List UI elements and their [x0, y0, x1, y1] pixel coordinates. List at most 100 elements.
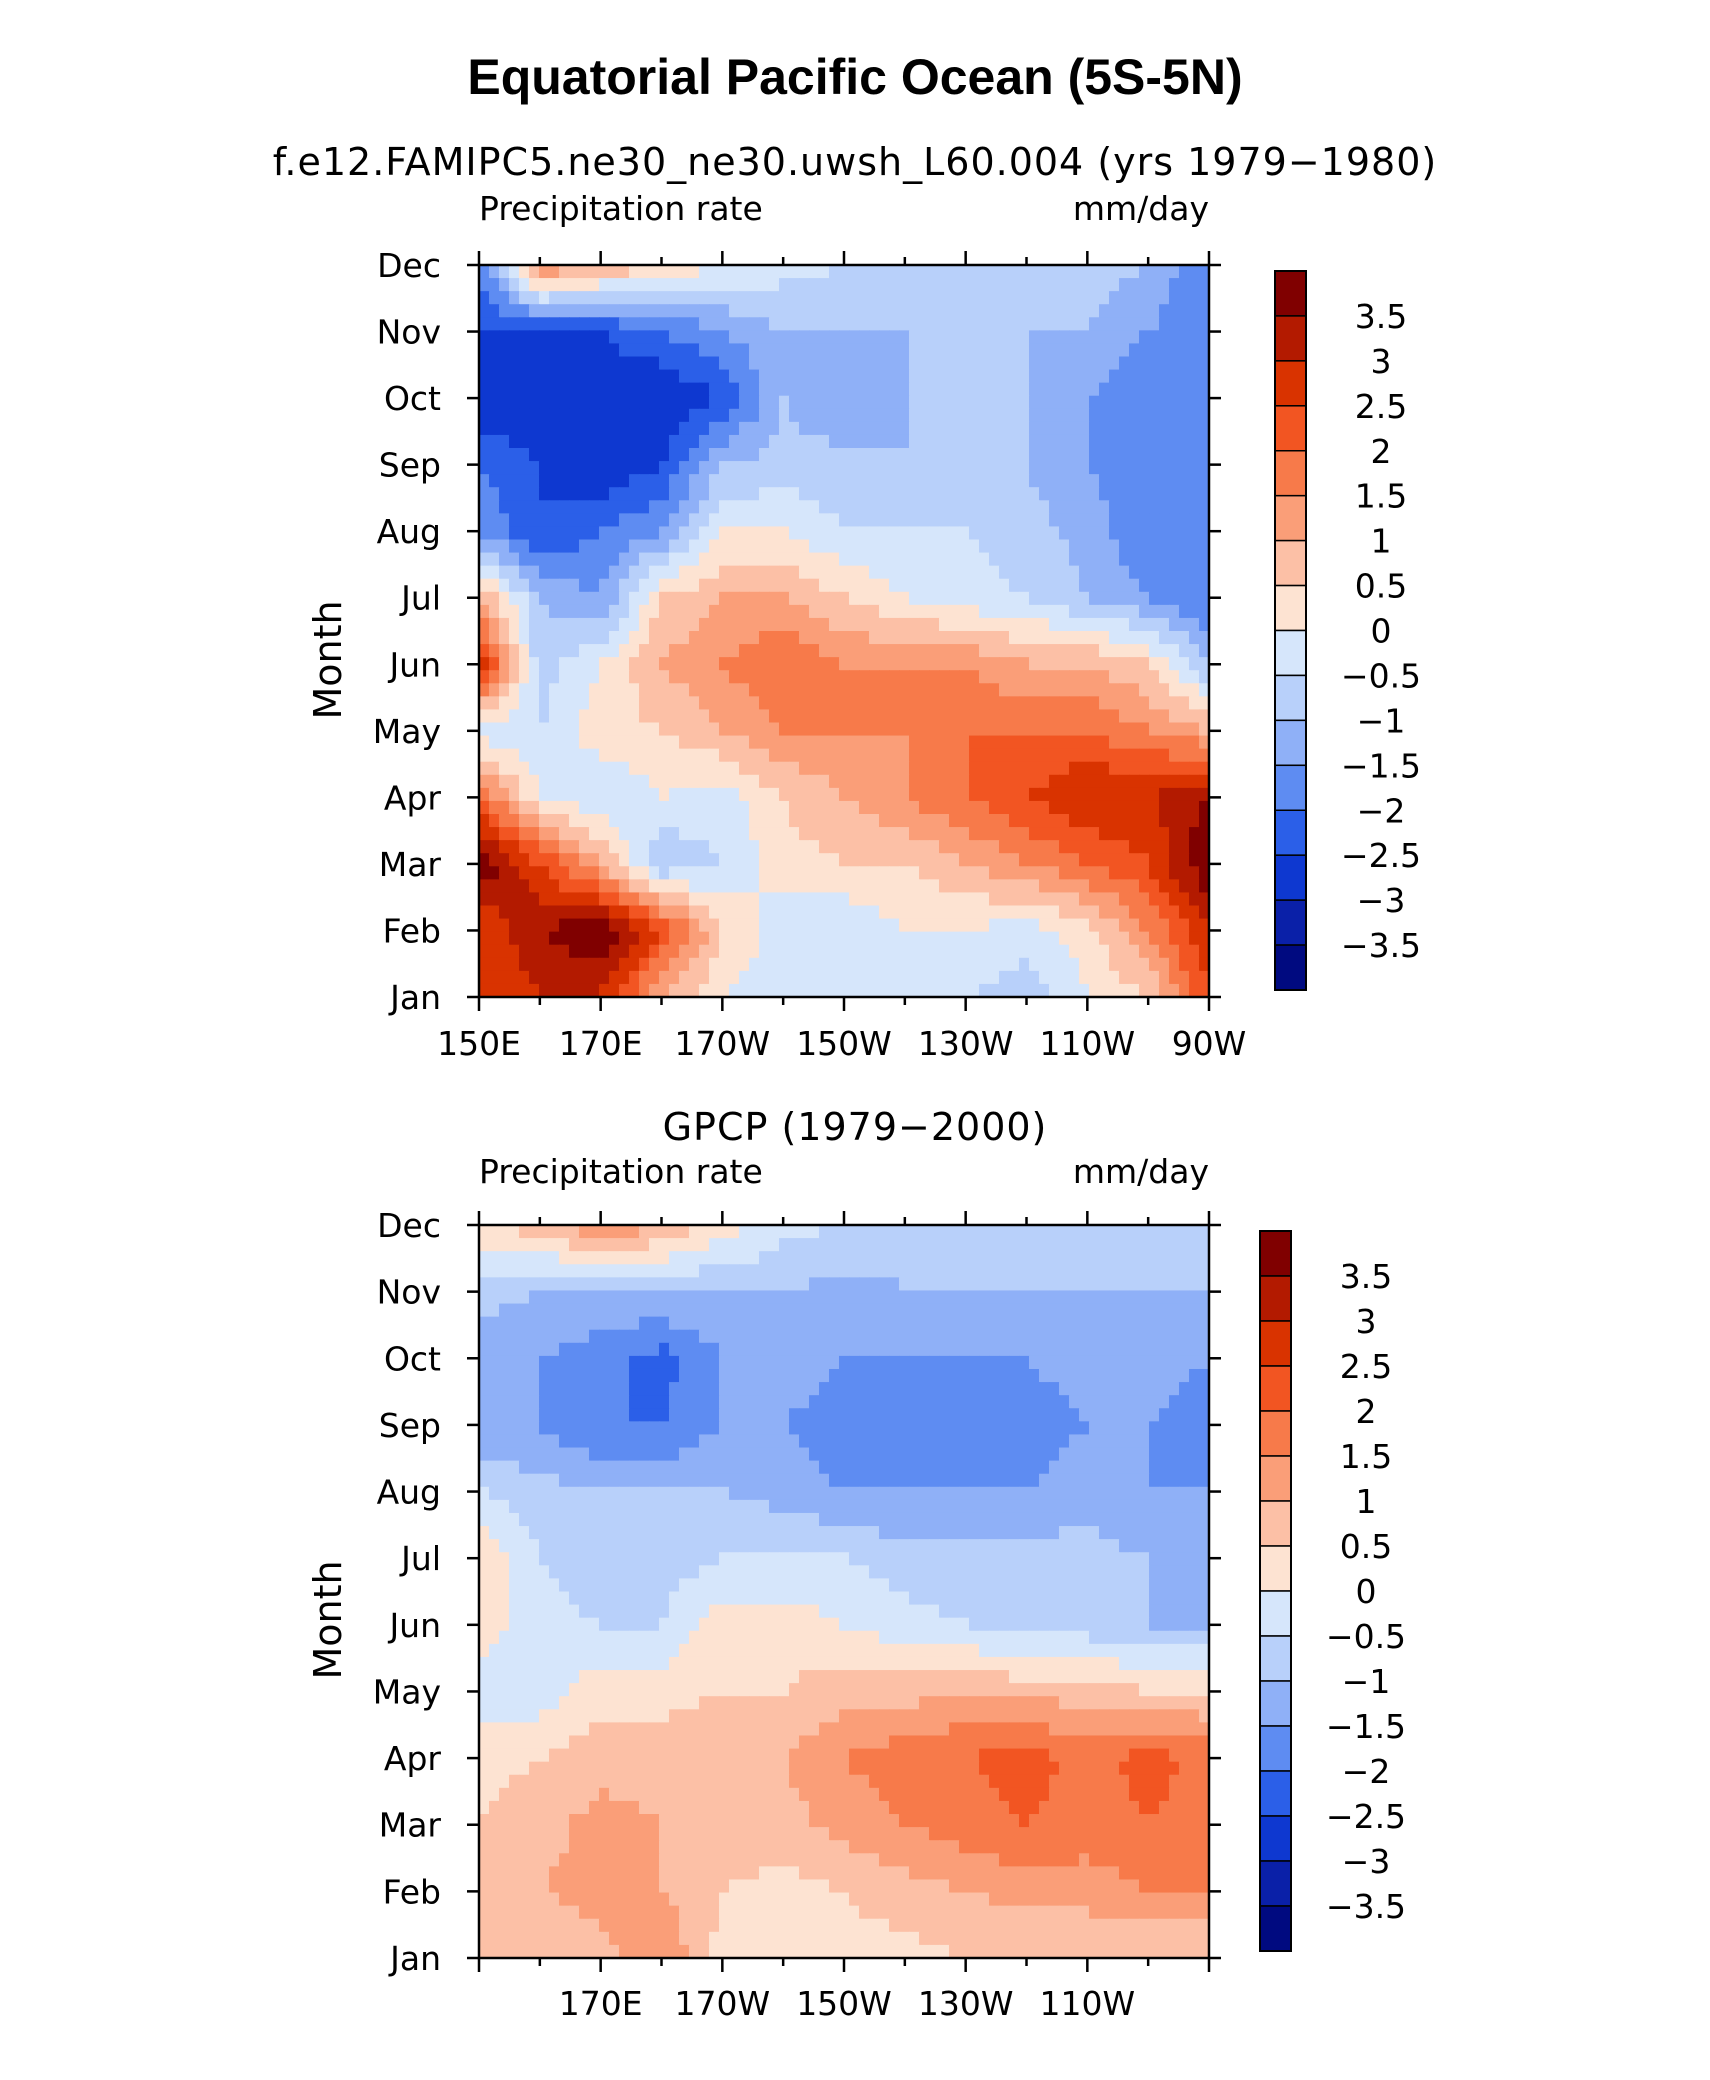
contour-cell — [619, 761, 630, 776]
contour-cell — [809, 278, 820, 292]
contour-cell — [519, 565, 530, 580]
contour-cell — [1129, 526, 1140, 541]
contour-cell — [739, 1303, 750, 1318]
contour-cell — [1009, 631, 1020, 645]
contour-cell — [499, 408, 510, 423]
contour-cell — [999, 526, 1010, 541]
contour-cell — [729, 970, 740, 985]
contour-cell — [729, 591, 740, 606]
contour-cell — [569, 382, 580, 397]
contour-cell — [1159, 487, 1170, 501]
contour-cell — [609, 879, 620, 894]
contour-cell — [779, 840, 790, 854]
contour-cell — [739, 291, 750, 305]
contour-cell — [1049, 879, 1060, 894]
contour-cell — [849, 800, 860, 815]
contour-cell — [549, 957, 560, 972]
contour-cell — [539, 578, 550, 593]
contour-cell — [709, 1264, 720, 1279]
contour-cell — [1039, 1329, 1050, 1344]
contour-cell — [1019, 905, 1030, 920]
contour-cell — [1149, 1238, 1160, 1252]
contour-cell — [879, 578, 890, 593]
contour-cell — [699, 1277, 710, 1292]
contour-cell — [1109, 500, 1120, 515]
contour-cell — [649, 866, 660, 881]
contour-cell — [939, 434, 950, 449]
contour-cell — [879, 1238, 890, 1252]
contour-cell — [1019, 1329, 1030, 1344]
contour-cell — [679, 957, 690, 972]
contour-cell — [1119, 1264, 1130, 1279]
contour-cell — [499, 1238, 510, 1252]
contour-cell — [829, 657, 840, 671]
contour-cell — [1089, 800, 1100, 815]
contour-cell — [1189, 944, 1200, 959]
contour-cell — [619, 461, 630, 475]
contour-cell — [1179, 1277, 1190, 1292]
contour-cell — [609, 840, 620, 854]
contour-cell — [799, 421, 810, 436]
contour-cell — [479, 761, 490, 776]
contour-cell — [1079, 1238, 1090, 1252]
contour-cell — [1049, 866, 1060, 881]
contour-cell — [1019, 800, 1030, 815]
contour-cell — [989, 983, 1000, 998]
contour-cell — [1189, 722, 1200, 737]
contour-cell — [1159, 1329, 1170, 1344]
contour-cell — [609, 905, 620, 920]
contour-cell — [849, 604, 860, 619]
contour-cell — [1129, 957, 1140, 972]
contour-cell — [559, 265, 570, 279]
contour-cell — [599, 304, 610, 318]
contour-cell — [909, 513, 920, 528]
contour-cell — [599, 539, 610, 554]
contour-cell — [839, 1316, 850, 1331]
figure-title: Equatorial Pacific Ocean (5S-5N) — [467, 49, 1243, 105]
contour-cell — [1119, 578, 1130, 593]
contour-cell — [899, 644, 910, 658]
contour-cell — [569, 408, 580, 423]
contour-cell — [549, 735, 560, 750]
contour-cell — [619, 735, 630, 750]
contour-cell — [519, 330, 530, 345]
contour-cell — [809, 421, 820, 436]
contour-cell — [919, 421, 930, 436]
contour-cell — [1009, 644, 1020, 658]
contour-cell — [1189, 369, 1200, 384]
contour-cell — [1029, 421, 1040, 436]
contour-cell — [1079, 604, 1090, 619]
contour-cell — [509, 774, 520, 789]
contour-cell — [679, 683, 690, 698]
contour-cell — [789, 709, 800, 724]
contour-cell — [689, 1316, 700, 1331]
contour-cell — [699, 330, 710, 345]
contour-cell — [979, 421, 990, 436]
contour-cell — [1089, 526, 1100, 541]
contour-cell — [729, 291, 740, 305]
contour-cell — [1089, 1277, 1100, 1292]
contour-cell — [1179, 1329, 1190, 1344]
contour-cell — [679, 278, 690, 292]
contour-cell — [939, 644, 950, 658]
contour-cell — [949, 657, 960, 671]
contour-cell — [979, 970, 990, 985]
contour-cell — [989, 657, 1000, 671]
contour-cell — [1019, 761, 1030, 776]
contour-cell — [829, 1355, 840, 1370]
contour-cell — [759, 657, 770, 671]
contour-cell — [629, 1342, 640, 1357]
contour-cell — [629, 291, 640, 305]
contour-cell — [1059, 774, 1070, 789]
contour-cell — [1159, 748, 1170, 763]
contour-cell — [1069, 1264, 1080, 1279]
contour-cell — [749, 513, 760, 528]
contour-cell — [1149, 1277, 1160, 1292]
contour-cell — [1139, 434, 1150, 449]
contour-cell — [519, 395, 530, 410]
contour-cell — [1069, 526, 1080, 541]
contour-cell — [1169, 1290, 1180, 1305]
contour-cell — [909, 278, 920, 292]
contour-cell — [929, 1277, 940, 1292]
contour-cell — [899, 866, 910, 881]
